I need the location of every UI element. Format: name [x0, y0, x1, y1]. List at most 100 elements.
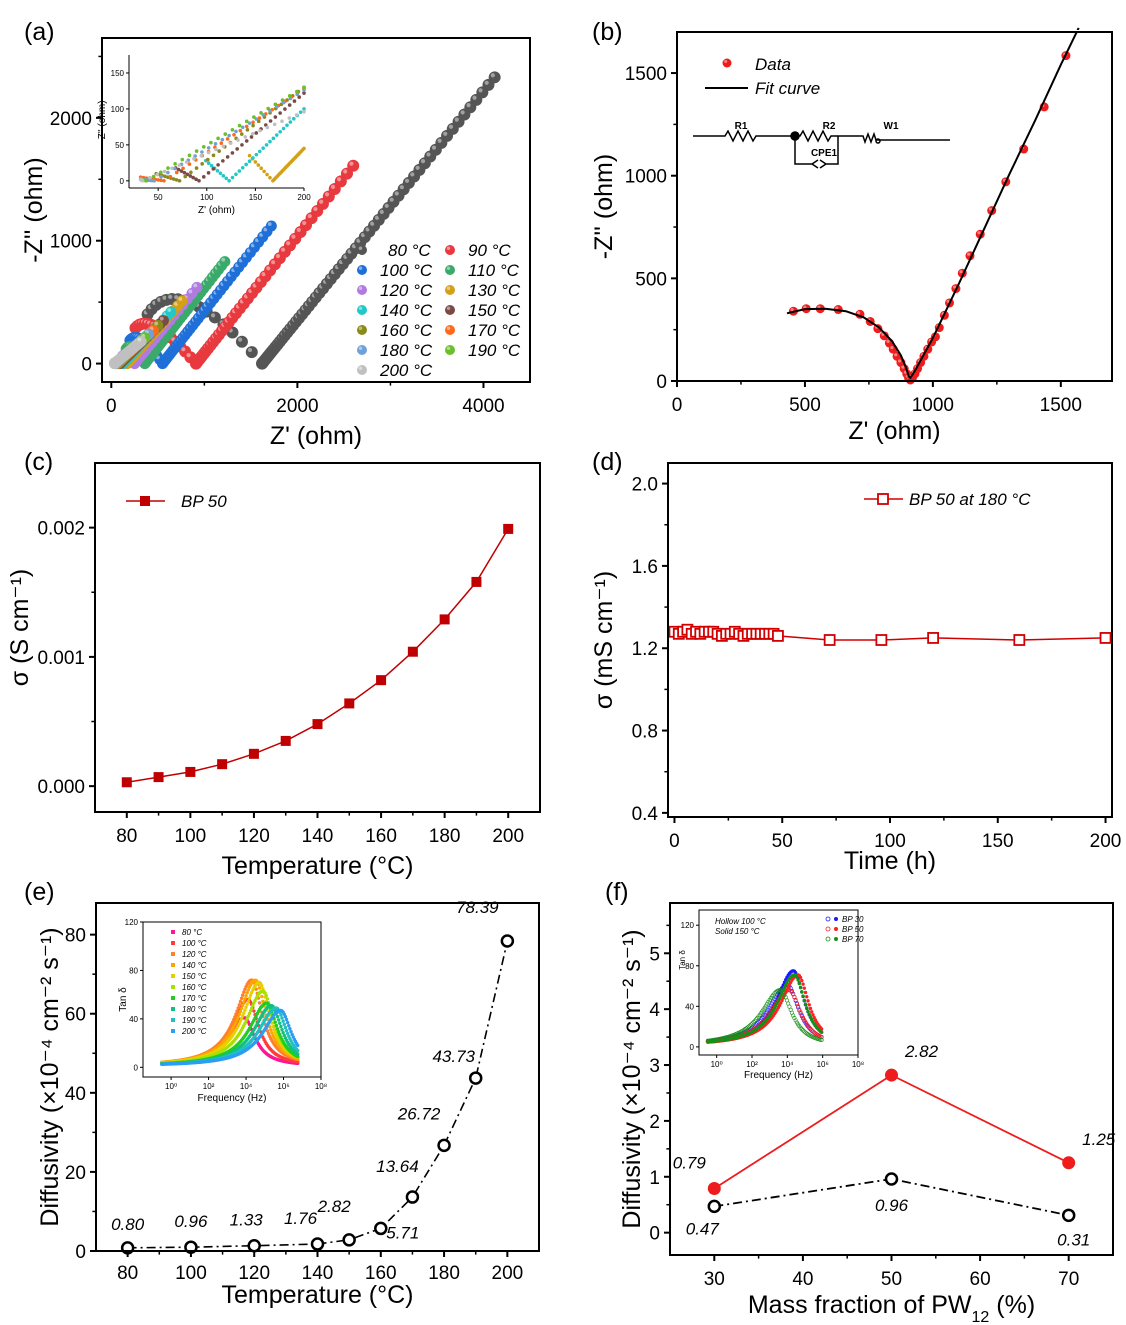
inset-point: [274, 133, 279, 137]
data-point: [927, 632, 940, 644]
inset-point: [281, 1019, 285, 1023]
cpe1-symbol: [794, 136, 839, 169]
inset-x-tick-label: 50: [154, 193, 163, 202]
inset-point: [218, 171, 223, 176]
data-point-highlight: [238, 337, 243, 342]
data-point-highlight: [296, 227, 301, 233]
inset-point: [302, 109, 306, 114]
inset-y-label: Tan δ: [118, 987, 129, 1012]
inset-y-tick-label: 120: [125, 918, 139, 927]
inset-point: [273, 102, 278, 107]
inset-point: [239, 996, 244, 1001]
inset-legend-label: 150 °C: [182, 972, 207, 981]
inset-point-solid: [782, 985, 787, 990]
data-point-highlight: [286, 241, 291, 246]
inset-e: 0 40 80 120 10⁰ 10² 10⁴ 10⁶ 10⁸ Frequency (Hz) Tan…: [118, 918, 327, 1104]
data-point: [347, 159, 360, 172]
inset-point: [221, 159, 225, 163]
inset-point-solid: [802, 998, 806, 1003]
inset-point: [236, 138, 240, 142]
data-label: 0.47: [686, 1219, 720, 1238]
panel-label: (a): [24, 18, 55, 46]
inset-point: [235, 147, 239, 151]
inset-series: [204, 107, 306, 183]
inset-series: [247, 146, 306, 183]
inset-point: [215, 168, 220, 173]
inset-point: [244, 162, 248, 167]
inset-point: [283, 107, 287, 111]
data-label: 13.64: [376, 1157, 419, 1176]
data-point: [884, 1172, 899, 1186]
data-point-highlight: [415, 165, 420, 170]
inset-point: [284, 1017, 289, 1022]
data-point-highlight: [803, 305, 807, 309]
inset-point: [254, 152, 259, 157]
inset-point: [296, 1043, 300, 1048]
panel-e: 0.80 0.96 1.33 1.762.82 5.71 13.64 26.72 43.73 7…: [36, 898, 540, 1309]
inset-point: [283, 1025, 288, 1030]
inset-point: [237, 1012, 242, 1016]
data-point-highlight: [389, 197, 394, 202]
inset-point: [273, 1020, 277, 1024]
inset-point: [211, 153, 216, 158]
inset-point-solid: [800, 978, 804, 983]
inset-point: [296, 1048, 300, 1053]
inset-point: [230, 128, 235, 132]
x-tick-label: 100: [175, 826, 207, 847]
y-tick-label: 1000: [625, 167, 667, 188]
legend-label: 160 °C: [380, 321, 433, 340]
inset-point: [279, 1013, 283, 1017]
legend-label: 90 °C: [468, 241, 511, 260]
inset-point: [183, 174, 188, 179]
inset-point: [239, 132, 244, 136]
inset-point: [242, 1011, 246, 1015]
panel-c: 80 100 120 140 160 180 200 0.000 0.001 0.002 Tempe…: [6, 462, 541, 880]
data-point-highlight: [336, 177, 342, 182]
inset-point: [237, 123, 242, 128]
inset-point: [206, 161, 211, 165]
y-tick-label: 0: [656, 372, 667, 393]
data-point: [1061, 1208, 1076, 1223]
data-point: [707, 1182, 721, 1196]
inset-background: [699, 910, 858, 1055]
data-point-highlight: [446, 306, 451, 310]
inset-x-tick-label: 10⁶: [817, 1060, 829, 1069]
inset-point: [200, 162, 204, 166]
data-point-highlight: [313, 206, 318, 212]
inset-point: [244, 994, 248, 998]
data-label: 2.82: [904, 1042, 939, 1061]
data-point-highlight: [894, 353, 898, 357]
inset-point: [245, 128, 250, 132]
inset-point-solid: [785, 988, 789, 992]
inset-point: [244, 139, 249, 143]
warburg-subscript-o: [875, 138, 881, 144]
inset-point-solid: [801, 994, 805, 998]
data-point: [265, 220, 277, 232]
legend-marker: [357, 285, 367, 295]
inset-point: [159, 174, 163, 179]
inset-point: [248, 1009, 253, 1013]
data-point: [153, 772, 164, 783]
data-label: 1.33: [230, 1211, 264, 1230]
data-point-highlight: [952, 285, 957, 289]
x-tick-label: 2000: [276, 396, 318, 417]
data-point-highlight: [280, 247, 286, 252]
data-point-highlight: [162, 295, 167, 300]
inset-point: [257, 1001, 262, 1005]
inset-point: [266, 1031, 271, 1036]
inset-point: [235, 1009, 239, 1013]
inset-point: [290, 1032, 294, 1037]
inset-point: [264, 143, 269, 147]
data-point-highlight: [466, 103, 471, 108]
inset-point-hollow: [746, 1024, 751, 1029]
inset-point: [182, 170, 187, 175]
inset-point: [180, 157, 185, 162]
inset-point: [179, 169, 184, 173]
inset-point: [234, 1020, 238, 1024]
y-tick-label: 40: [65, 1084, 86, 1105]
inset-point: [265, 1029, 270, 1033]
inset-point: [171, 177, 176, 181]
data-point-highlight: [349, 161, 354, 166]
inset-point: [232, 133, 236, 137]
data-point-highlight: [365, 227, 370, 232]
